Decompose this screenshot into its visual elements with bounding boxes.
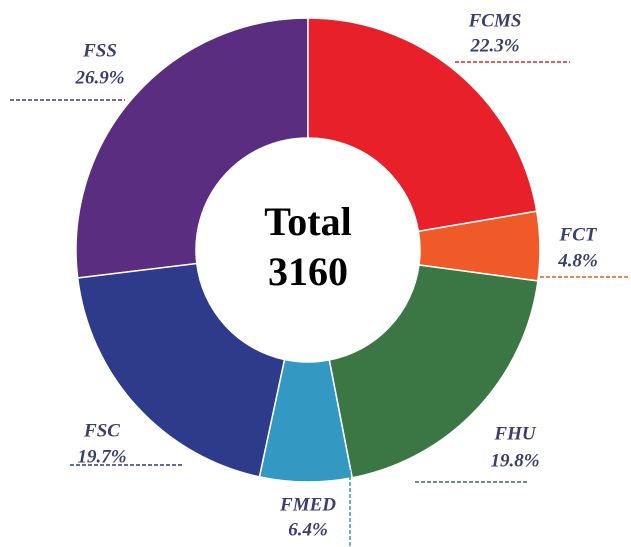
- donut-slice: [258, 358, 354, 483]
- slice-value: 26.9%: [74, 67, 124, 88]
- donut-slice: [307, 17, 538, 233]
- slice-name: FCMS: [468, 10, 522, 31]
- center-title: Total: [264, 199, 351, 244]
- donut-slice: [328, 264, 539, 479]
- slice-value: 22.3%: [469, 35, 519, 56]
- slice-name: FSC: [83, 420, 120, 441]
- slice-value: 4.8%: [557, 250, 598, 271]
- slice-name: FCT: [559, 224, 598, 245]
- slice-value: 19.7%: [77, 446, 126, 467]
- donut-slice: [417, 210, 541, 282]
- slice-name: FSS: [82, 40, 117, 61]
- center-total: 3160: [268, 249, 348, 294]
- donut-slice: [75, 17, 309, 279]
- slice-name: FHU: [493, 423, 536, 444]
- slice-value: 19.8%: [490, 450, 539, 471]
- slice-name: FMED: [279, 494, 336, 515]
- donut-slice: [76, 262, 286, 478]
- slice-value: 6.4%: [288, 519, 328, 540]
